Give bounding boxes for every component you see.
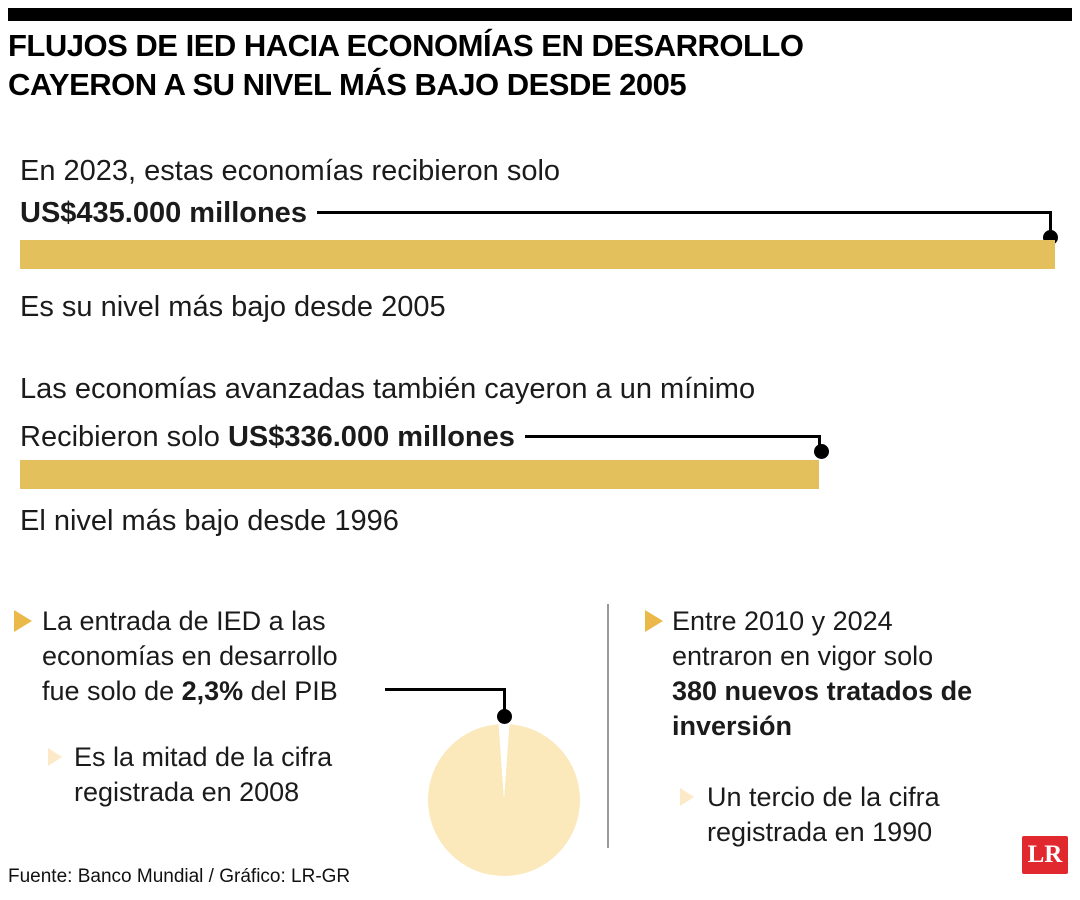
developing-leader-line bbox=[316, 194, 1052, 240]
advanced-value-row: Recibieron solo US$336.000 millones bbox=[20, 418, 821, 456]
lr-logo-text: LR bbox=[1027, 841, 1063, 868]
page-title-line2: CAYERON A SU NIVEL MÁS BAJO DESDE 2005 bbox=[8, 67, 687, 102]
fdi-gdp-sub-note: Es la mitad de la cifra registrada en 20… bbox=[74, 742, 333, 807]
source-credit: Fuente: Banco Mundial / Gráfico: LR-GR bbox=[8, 866, 351, 887]
advanced-leader-line bbox=[524, 418, 821, 456]
pie-leader-line-h bbox=[385, 688, 506, 691]
advanced-note-text: El nivel más bajo desde 1996 bbox=[20, 505, 399, 537]
fdi-gdp-text-post: del PIB bbox=[243, 676, 338, 706]
bullet-arrow-icon bbox=[14, 610, 32, 632]
page-title-line1: FLUJOS DE IED HACIA ECONOMÍAS EN DESARRO… bbox=[8, 28, 804, 63]
treaties-sub-note: Un tercio de la cifra registrada en 1990 bbox=[707, 782, 940, 847]
treaties-value: 380 nuevos tratados de inversión bbox=[672, 676, 973, 741]
bullet-arrow-icon bbox=[645, 610, 663, 632]
sub-bullet-arrow-icon bbox=[680, 788, 694, 806]
pie-leader-line-v bbox=[503, 688, 506, 712]
advanced-value: US$336.000 millones bbox=[227, 421, 515, 453]
pie-callout-dot bbox=[497, 709, 512, 724]
treaties-text-pre: Entre 2010 y 2024 entraron en vigor solo bbox=[672, 606, 934, 671]
developing-lead-text: En 2023, estas economías recibieron solo bbox=[20, 155, 561, 187]
advanced-lead-text: Las economías avanzadas también cayeron … bbox=[20, 373, 756, 405]
developing-value-row: US$435.000 millones bbox=[20, 194, 1052, 240]
treaties-text: Entre 2010 y 2024 entraron en vigor solo… bbox=[672, 604, 974, 744]
fdi-gdp-text: La entrada de IED a las economías en des… bbox=[42, 604, 374, 709]
pie-chart bbox=[428, 724, 580, 876]
sub-bullet-arrow-icon bbox=[48, 748, 62, 766]
bar-advanced bbox=[20, 460, 819, 489]
top-rule bbox=[8, 8, 1072, 21]
developing-value: US$435.000 millones bbox=[20, 197, 307, 229]
fdi-gdp-text-pre: La entrada de IED a las economías en des… bbox=[42, 606, 338, 706]
page-title: FLUJOS DE IED HACIA ECONOMÍAS EN DESARRO… bbox=[8, 26, 804, 104]
column-divider bbox=[607, 604, 609, 848]
bar-developing bbox=[20, 240, 1055, 269]
advanced-callout-dot bbox=[814, 444, 829, 459]
advanced-value-prefix: Recibieron solo bbox=[20, 421, 228, 453]
lr-logo: LR bbox=[1022, 836, 1068, 874]
fdi-gdp-value: 2,3% bbox=[181, 676, 244, 706]
developing-note-text: Es su nivel más bajo desde 2005 bbox=[20, 291, 446, 323]
